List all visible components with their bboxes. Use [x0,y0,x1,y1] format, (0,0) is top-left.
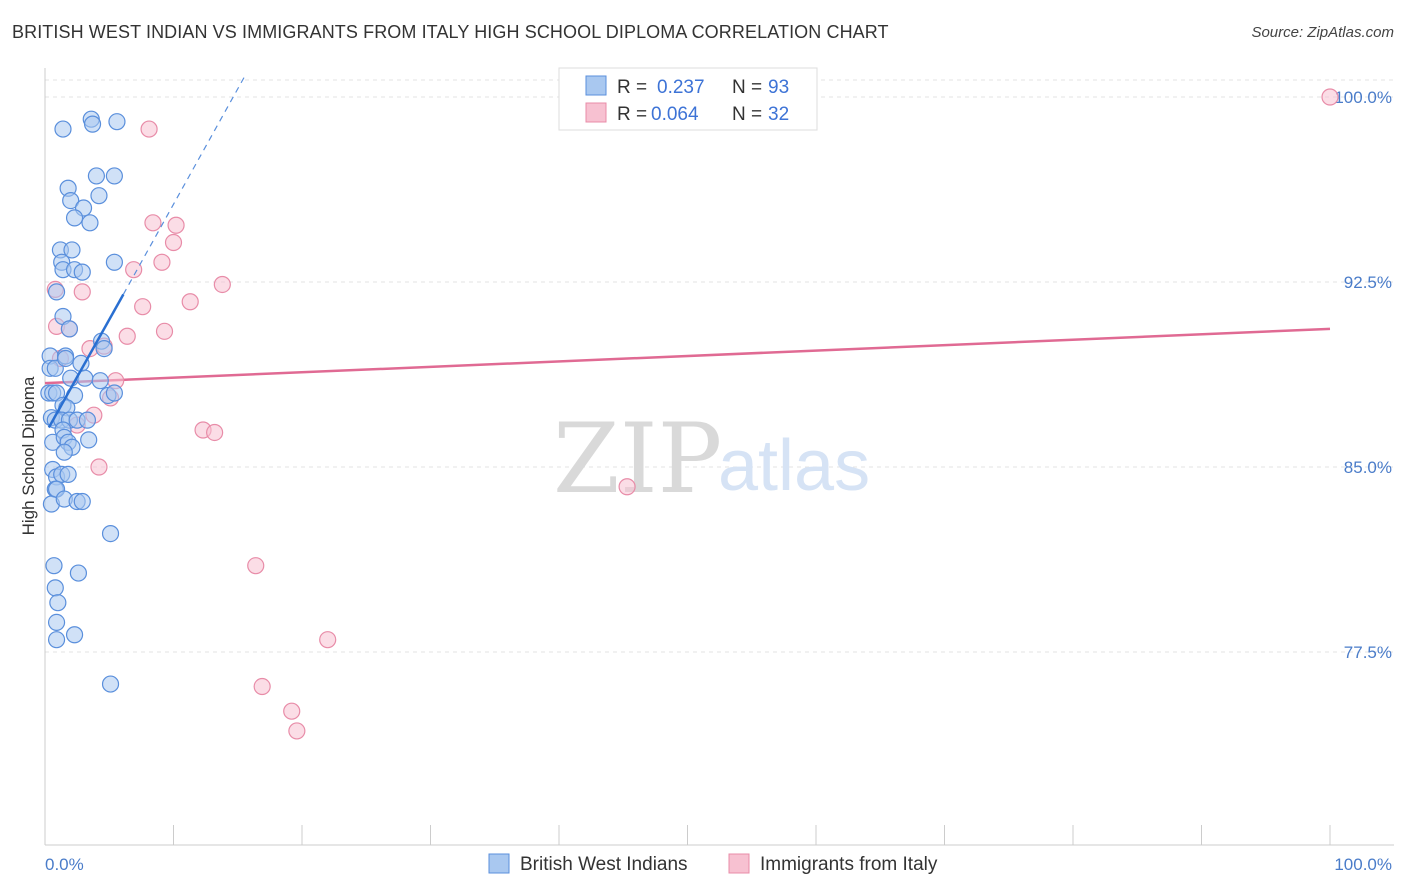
blue-point [90,187,108,205]
blue-point [81,214,99,232]
blue-trend-line [47,293,125,429]
blue-point [62,192,80,210]
pink-point [140,120,158,138]
pink-point [206,423,224,442]
blue-point [80,431,98,449]
series-legend-swatch-blue [488,853,510,874]
pink-point [155,322,174,340]
blue-points [40,110,126,693]
series-legend-label-pink: Immigrants from Italy [760,854,938,875]
legend-r-label-blue: R = [617,77,647,98]
chart-source: Source: ZipAtlas.com [1251,24,1394,41]
pink-point [253,677,271,696]
blue-trend-extension [122,76,245,295]
y-tick-labels: 100.0% 92.5% 85.0% 77.5% [1334,88,1392,662]
pink-point [153,253,171,271]
series-legend: British West Indians Immigrants from Ita… [488,853,938,875]
blue-point [95,340,113,358]
blue-point [45,557,63,575]
stats-legend: R = 0.237 N = 93 R = 0.064 N = 32 [558,67,818,131]
series-legend-swatch-pink [728,853,750,874]
pink-point [134,298,152,316]
blue-point [63,241,81,259]
blue-point [108,113,126,131]
legend-r-label-pink: R = [617,104,647,125]
legend-n-value-blue: 93 [768,77,789,98]
blue-point [87,167,106,185]
x-tick-label-min: 0.0% [45,855,84,874]
axes [44,68,1394,846]
pink-point [319,631,337,649]
blue-point [49,594,67,612]
blue-point [47,283,66,301]
pink-point [247,557,265,575]
pink-point [167,216,185,234]
chart-title: BRITISH WEST INDIAN VS IMMIGRANTS FROM I… [12,22,889,42]
blue-point [60,320,79,338]
pink-point [90,458,108,476]
pink-point [181,293,199,311]
blue-trend-group [47,76,245,429]
blue-point [56,349,75,368]
blue-point [105,384,123,402]
y-tick-label: 92.5% [1344,273,1392,292]
pink-point [618,478,636,496]
legend-r-value-blue: 0.237 [657,77,705,98]
blue-point [47,613,66,632]
y-tick-label: 85.0% [1344,458,1392,477]
y-tick-label: 77.5% [1344,643,1392,662]
blue-point [65,626,84,644]
legend-n-label-blue: N = [732,77,762,98]
legend-n-label-pink: N = [732,104,762,125]
blue-point [105,253,123,271]
pink-point [1321,88,1339,106]
pink-point [144,214,162,232]
legend-r-value-pink: 0.064 [651,104,699,125]
pink-point [164,233,183,252]
blue-point [55,443,73,461]
blue-point [65,209,84,227]
pink-point [125,261,143,279]
legend-swatch-pink [585,102,607,123]
blue-point [101,524,120,543]
pink-point [283,702,301,720]
blue-point [83,115,102,133]
blue-point [46,579,64,597]
pink-trend-line [44,327,1331,385]
blue-point [59,465,77,483]
pink-point [288,722,306,740]
y-axis-title: High School Diploma [19,376,38,535]
series-legend-label-blue: British West Indians [520,854,688,875]
blue-point [73,492,91,511]
legend-swatch-blue [585,75,607,96]
pink-point [213,275,231,294]
legend-n-value-pink: 32 [768,104,789,125]
blue-point [54,120,72,138]
x-ticks [44,825,1331,845]
y-tick-label: 100.0% [1334,88,1392,107]
x-tick-label-max: 100.0% [1334,855,1392,874]
blue-point [101,675,120,693]
pink-point [118,327,136,345]
blue-point [78,411,97,429]
blue-point [47,631,66,649]
blue-point [73,263,91,281]
pink-trend-group [44,327,1331,385]
watermark-atlas: atlas [718,426,870,506]
blue-point [105,167,123,185]
pink-point [73,283,91,301]
blue-point [91,372,109,390]
blue-point [69,564,88,582]
watermark-zip: ZIP [553,403,722,515]
